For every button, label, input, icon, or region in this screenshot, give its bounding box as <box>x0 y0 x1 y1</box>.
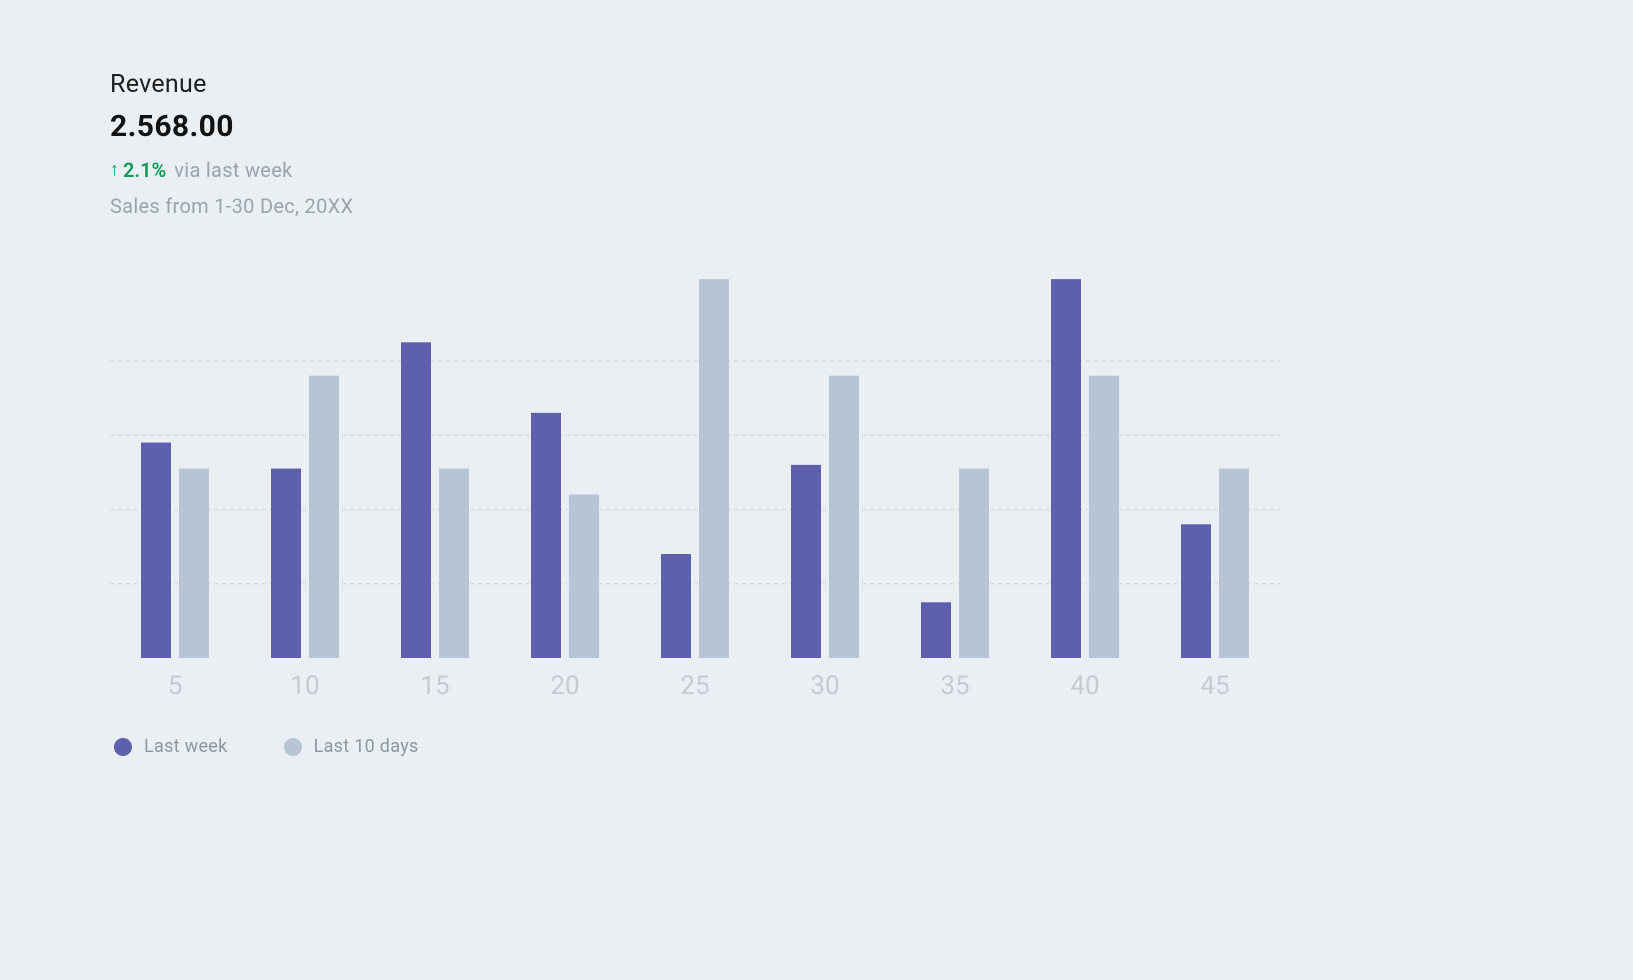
delta-percent: 2.1% <box>123 158 166 182</box>
revenue-header: Revenue 2.568.00 ↑ 2.1% via last week Sa… <box>110 70 1523 218</box>
bar <box>271 469 301 658</box>
x-axis-label: 10 <box>290 671 319 701</box>
delta-row: ↑ 2.1% via last week <box>110 158 1523 182</box>
bar <box>1219 469 1249 658</box>
legend-dot-icon <box>284 738 302 756</box>
chart-subtitle: Sales from 1-30 Dec, 20XX <box>110 194 1523 218</box>
bar <box>699 279 729 658</box>
bar <box>401 342 431 658</box>
x-axis-label: 45 <box>1200 671 1229 701</box>
bar <box>661 554 691 658</box>
bar <box>921 602 951 658</box>
x-axis-label: 5 <box>168 671 183 701</box>
bar <box>959 469 989 658</box>
legend-label: Last week <box>144 736 228 757</box>
delta-context: via last week <box>174 158 292 182</box>
x-axis-label: 20 <box>550 671 579 701</box>
x-axis-label: 40 <box>1070 671 1099 701</box>
chart-title: Revenue <box>110 70 1523 99</box>
bar <box>141 443 171 658</box>
chart-legend: Last week Last 10 days <box>110 736 1523 757</box>
revenue-value: 2.568.00 <box>110 109 1523 144</box>
legend-item-last-week: Last week <box>114 736 228 757</box>
bar <box>179 469 209 658</box>
bar <box>569 495 599 658</box>
bar <box>439 469 469 658</box>
bar <box>309 376 339 658</box>
legend-item-last-10-days: Last 10 days <box>284 736 419 757</box>
x-axis-label: 25 <box>680 671 709 701</box>
bar <box>1181 524 1211 658</box>
legend-label: Last 10 days <box>314 736 419 757</box>
legend-dot-icon <box>114 738 132 756</box>
x-axis-label: 35 <box>940 671 969 701</box>
bar <box>1051 279 1081 658</box>
bar-chart-svg: 5 10 15 20 25 30 35 40 45 <box>110 268 1280 708</box>
bar <box>829 376 859 658</box>
delta-badge: ↑ 2.1% <box>110 158 166 182</box>
bar <box>791 465 821 658</box>
bar <box>1089 376 1119 658</box>
revenue-chart: 5 10 15 20 25 30 35 40 45 <box>110 268 1523 708</box>
x-axis-label: 30 <box>810 671 839 701</box>
arrow-up-icon: ↑ <box>110 161 119 179</box>
x-axis-label: 15 <box>420 671 449 701</box>
bar <box>531 413 561 658</box>
